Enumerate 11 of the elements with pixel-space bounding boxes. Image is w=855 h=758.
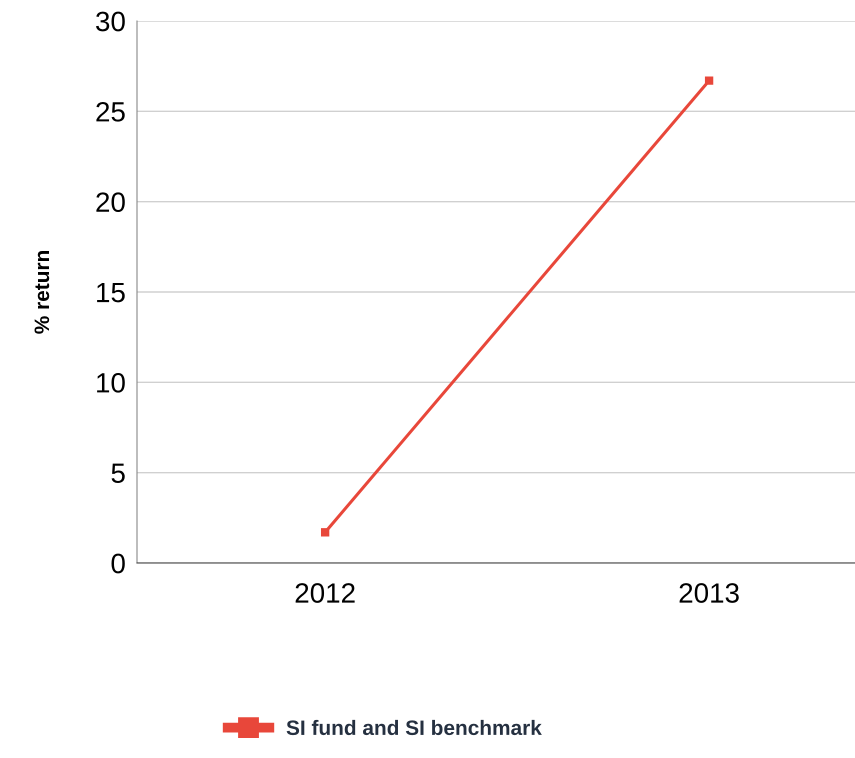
y-tick-label: 20 [96, 192, 125, 212]
y-tick-label: 25 [96, 102, 125, 122]
y-tick-label: 30 [96, 12, 125, 32]
y-axis-title: % return [34, 251, 50, 334]
x-tick-label: 2013 [680, 583, 739, 603]
legend-label: SI fund and SI benchmark [286, 720, 542, 736]
y-tick-label: 10 [97, 373, 125, 393]
x-tick-label: 2012 [296, 583, 355, 603]
y-tick-label: 0 [112, 554, 125, 574]
y-tick-label: 15 [97, 282, 125, 302]
y-tick-label: 5 [112, 464, 125, 484]
